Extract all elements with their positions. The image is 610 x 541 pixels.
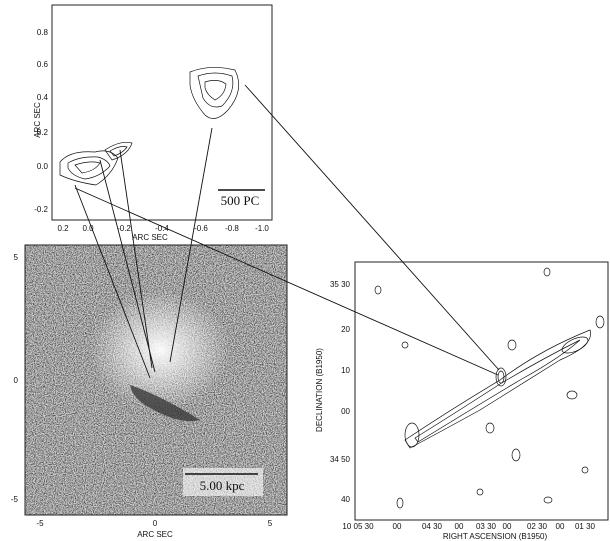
top-x-label: ARC SEC [132, 233, 168, 242]
tick-label: -5 [36, 519, 44, 528]
tick-label: 5 [268, 519, 273, 528]
tick-label: 01 30 [575, 522, 596, 531]
image-x-label: ARC SEC [137, 530, 173, 539]
tick-label: 00 [393, 522, 402, 531]
tick-label: 0.0 [37, 162, 49, 171]
tick-label: -0.8 [225, 224, 239, 233]
top-scale-label: 500 PC [221, 193, 260, 208]
tick-label: 00 [341, 407, 350, 416]
tick-label: 40 [341, 495, 350, 504]
tick-label: -0.6 [194, 224, 208, 233]
tick-label: -0.2 [34, 205, 48, 214]
image-y-ticks: 5 0 -5 [11, 253, 19, 504]
radio-x-label: RIGHT ASCENSION (B1950) [443, 532, 548, 541]
tick-label: -1.0 [255, 224, 269, 233]
radio-y-ticks: 35 30 20 10 00 34 50 40 [330, 280, 351, 504]
tick-label: 10 [341, 366, 350, 375]
tick-label: 0 [153, 519, 158, 528]
tick-label: -0.2 [117, 224, 131, 233]
radio-x-ticks: 10 05 30 00 04 30 00 03 30 00 02 30 00 01 30 [342, 522, 595, 531]
tick-label: 03 30 [476, 522, 497, 531]
tick-label: 0.8 [37, 28, 49, 37]
tick-label: -5 [11, 495, 19, 504]
tick-label: 0.6 [37, 60, 49, 69]
tick-label: 00 [455, 522, 464, 531]
top-panel-frame [52, 5, 272, 220]
image-scale-label: 5.00 kpc [200, 478, 245, 493]
image-glow [90, 290, 230, 410]
tick-label: 0.4 [37, 93, 49, 102]
tick-label: 02 30 [527, 522, 548, 531]
tick-label: 0 [14, 376, 19, 385]
image-x-ticks: -5 0 5 [36, 519, 272, 528]
radio-y-label: DECLINATION (B1950) [315, 348, 324, 432]
figure: 500 PC ARC SEC ARC SEC 0.8 0.6 0.4 0.2 0.0 -0… [0, 0, 610, 541]
tick-label: 04 30 [422, 522, 443, 531]
page: 500 PC ARC SEC ARC SEC 0.8 0.6 0.4 0.2 0.0 -0… [0, 0, 610, 541]
tick-label: 0.2 [37, 128, 49, 137]
tick-label: 35 30 [330, 280, 351, 289]
tick-label: 10 05 30 [342, 522, 374, 531]
top-contours [60, 67, 239, 185]
tick-label: 5 [14, 253, 19, 262]
tick-label: 20 [341, 325, 350, 334]
tick-label: 00 [556, 522, 565, 531]
radio-contours [375, 268, 604, 508]
tick-label: 34 50 [330, 455, 351, 464]
tick-label: 00 [503, 522, 512, 531]
tick-label: 0.2 [57, 224, 69, 233]
